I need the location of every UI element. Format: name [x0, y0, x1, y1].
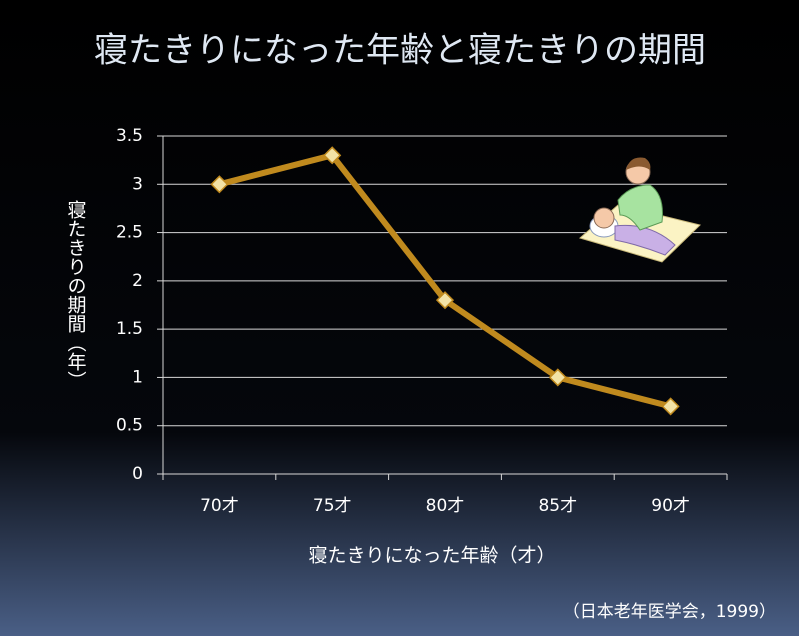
x-tick-label: 80才 — [426, 496, 465, 516]
y-tick-label: 2 — [132, 271, 143, 291]
y-tick-label: 3.5 — [116, 126, 143, 146]
y-axis-label: 寝たきりの期間（年） — [65, 200, 87, 390]
source-note: （日本老年医学会，1999） — [563, 602, 776, 622]
data-marker — [548, 368, 567, 387]
illustration — [578, 157, 701, 263]
data-marker — [435, 291, 455, 310]
y-tick-label: 1.5 — [116, 319, 143, 339]
data-marker — [661, 397, 680, 416]
data-marker — [323, 146, 342, 165]
y-tick-label: 0.5 — [116, 416, 143, 436]
y-tick-label: 0 — [132, 464, 143, 484]
x-tick-label: 70才 — [200, 496, 239, 516]
y-tick-label: 3 — [132, 174, 143, 194]
y-tick-label: 2.5 — [116, 223, 143, 243]
data-marker — [210, 175, 229, 194]
y-tick-label: 1 — [132, 367, 143, 387]
chart-title: 寝たきりになった年齢と寝たきりの期間 — [94, 31, 706, 71]
x-tick-label: 85才 — [538, 496, 577, 516]
x-axis-label: 寝たきりになった年齢（才） — [308, 545, 555, 567]
x-tick-label: 75才 — [313, 496, 352, 516]
x-tick-label: 90才 — [651, 496, 690, 516]
